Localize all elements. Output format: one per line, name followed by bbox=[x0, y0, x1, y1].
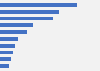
Bar bbox=[0, 51, 13, 54]
Bar bbox=[0, 64, 9, 68]
Bar bbox=[0, 3, 77, 7]
Bar bbox=[0, 23, 33, 27]
Bar bbox=[0, 44, 15, 48]
Bar bbox=[0, 17, 53, 20]
Bar bbox=[0, 10, 59, 13]
Bar bbox=[0, 58, 11, 61]
Bar bbox=[0, 30, 27, 34]
Bar bbox=[0, 37, 18, 41]
